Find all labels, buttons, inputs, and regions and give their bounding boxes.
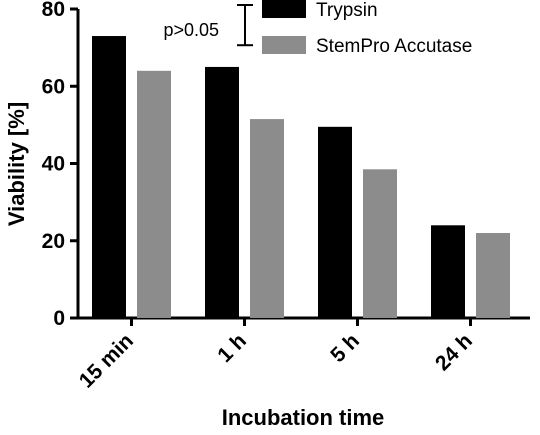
y-tick-label: 40 [42,153,65,176]
legend: Trypsin StemPro Accutase [262,0,472,57]
x-tick-label: 15 min [75,329,138,392]
x-tick-label: 24 h [431,329,477,375]
bars [92,36,510,319]
significance-annotation: p>0.05 [163,4,253,47]
x-axis: 15 min 1 h 5 h 24 h [75,316,530,393]
legend-swatch-stempro-accutase [262,36,306,54]
y-axis-title: Viability [%] [4,102,29,226]
y-tick-label: 0 [53,307,65,330]
y-tick-label: 60 [42,75,65,98]
x-tick-label: 5 h [326,329,364,367]
bar-trypsin [431,225,465,318]
bar-stempro-accutase [137,70,171,318]
legend-label-trypsin: Trypsin [316,0,378,21]
bar-trypsin [205,66,239,318]
bar-trypsin [92,36,126,318]
bar-stempro-accutase [476,233,510,318]
bar-trypsin [318,126,352,319]
y-tick-label: 80 [42,0,65,21]
significance-label: p>0.05 [163,20,219,40]
y-tick-label: 20 [42,230,65,253]
y-axis: 0 20 40 60 80 [42,0,80,330]
bar-stempro-accutase [363,169,397,318]
x-tick-label: 1 h [213,329,251,367]
legend-label-stempro-accutase: StemPro Accutase [316,36,472,57]
x-axis-title: Incubation time [222,405,385,430]
legend-swatch-trypsin [262,0,306,18]
bar-stempro-accutase [250,119,284,318]
